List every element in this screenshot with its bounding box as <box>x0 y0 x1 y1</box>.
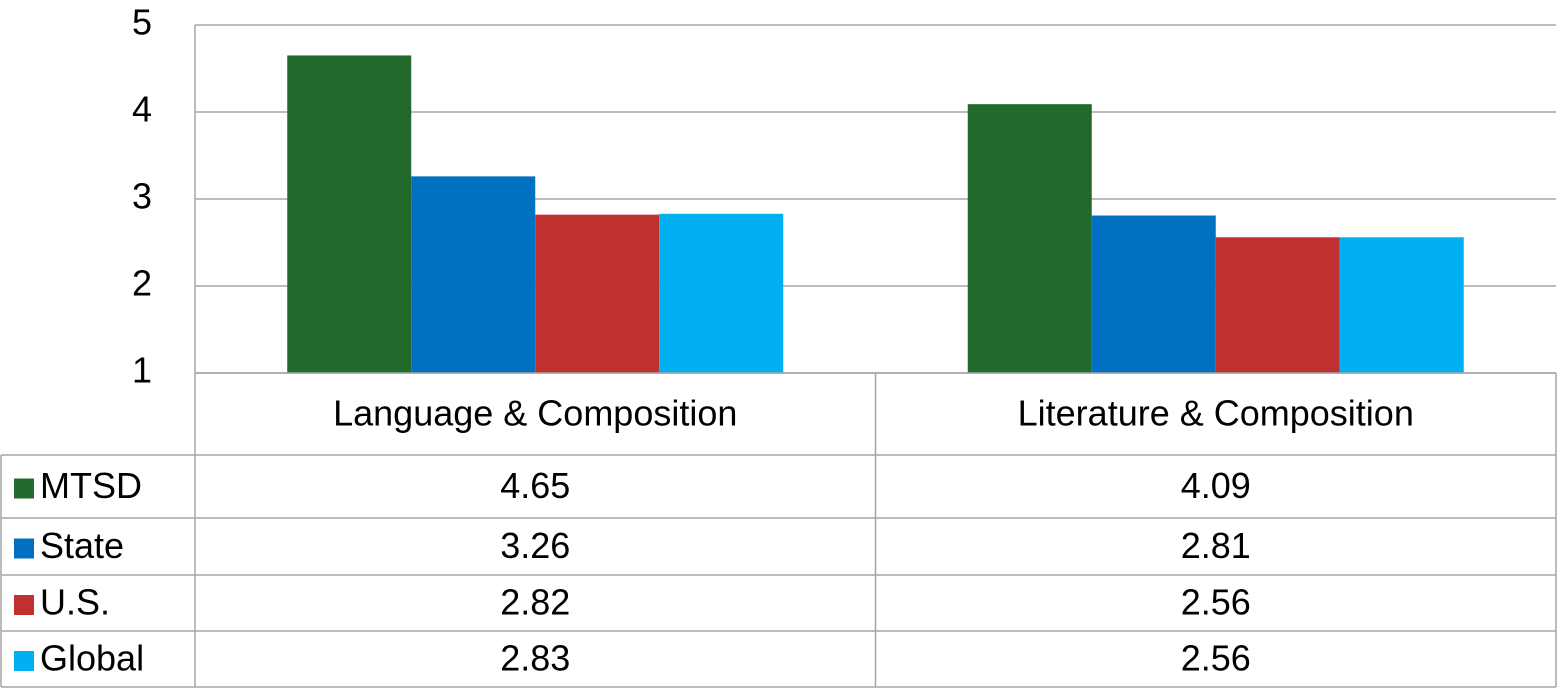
table-value: 4.65 <box>500 465 570 506</box>
legend-swatch <box>14 538 34 559</box>
y-tick-label: 2 <box>132 263 152 304</box>
y-tick-label: 3 <box>132 176 152 217</box>
bar <box>1215 237 1340 373</box>
bar <box>1091 215 1216 373</box>
bar <box>659 213 784 373</box>
legend-swatch <box>14 651 34 671</box>
bar <box>535 214 660 373</box>
legend-swatch <box>14 595 34 615</box>
bar <box>1339 237 1464 373</box>
table-value: 2.82 <box>500 582 570 623</box>
table-value: 3.26 <box>500 525 570 566</box>
x-tick-label: Language & Composition <box>333 393 737 434</box>
y-tick-label: 5 <box>132 2 152 43</box>
bar <box>967 104 1092 374</box>
table-value: 2.56 <box>1181 638 1251 679</box>
y-tick-label: 4 <box>132 89 152 130</box>
legend-swatch <box>14 478 34 499</box>
table-value: 4.09 <box>1181 465 1251 506</box>
bar <box>411 176 536 373</box>
table-value: 2.83 <box>500 638 570 679</box>
legend-label: MTSD <box>40 465 142 506</box>
table-value: 2.56 <box>1181 582 1251 623</box>
bar <box>287 55 412 373</box>
legend-label: State <box>40 525 124 566</box>
legend-label: U.S. <box>40 582 110 623</box>
legend-label: Global <box>40 638 144 679</box>
table-value: 2.81 <box>1181 525 1251 566</box>
y-tick-label: 1 <box>132 350 152 391</box>
x-tick-label: Literature & Composition <box>1018 393 1414 434</box>
